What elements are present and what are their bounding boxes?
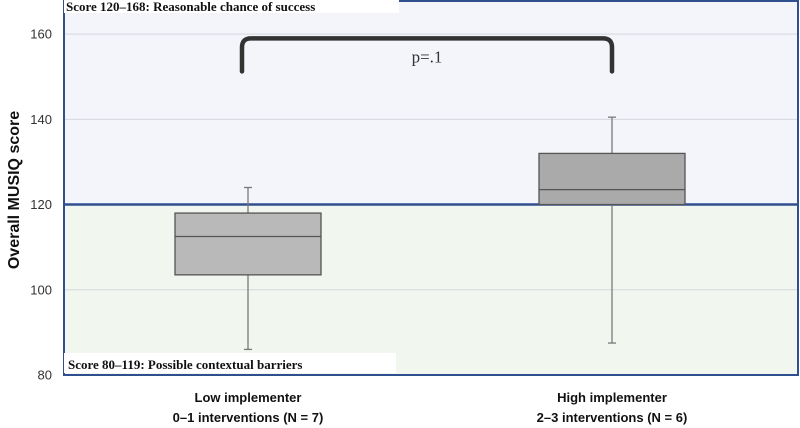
box-group-1 [538,116,686,344]
y-tick-label-120: 120 [30,197,52,212]
category-label-high-line2: 2–3 interventions (N = 6) [537,410,688,425]
y-tick-label-160: 160 [30,27,52,42]
upper-zone-label-bg [64,0,399,13]
lower-zone-label: Score 80–119: Possible contextual barrie… [68,357,302,372]
category-label-low-line1: Low implementer [195,390,302,405]
y-axis-label: Overall MUSIQ score [6,111,23,269]
p-value-label: p=.1 [412,47,443,66]
y-tick-label-140: 140 [30,112,52,127]
plot-frame [63,0,799,376]
category-label-low-line2: 0–1 interventions (N = 7) [173,410,324,425]
box-1 [538,152,686,206]
y-axis-ticks: 80 100 120 140 160 [30,27,52,383]
box-group-0 [174,186,322,351]
gridlines [64,33,798,291]
y-tick-label-80: 80 [38,368,52,383]
boxes [174,116,686,351]
upper-zone [64,0,798,205]
box-0 [174,212,322,276]
lower-zone-label-bg [64,353,396,373]
upper-zone-label: Score 120–168: Reasonable chance of succ… [66,0,315,14]
category-label-high-line1: High implementer [557,390,667,405]
significance-bracket [239,36,615,74]
y-tick-label-100: 100 [30,282,52,297]
